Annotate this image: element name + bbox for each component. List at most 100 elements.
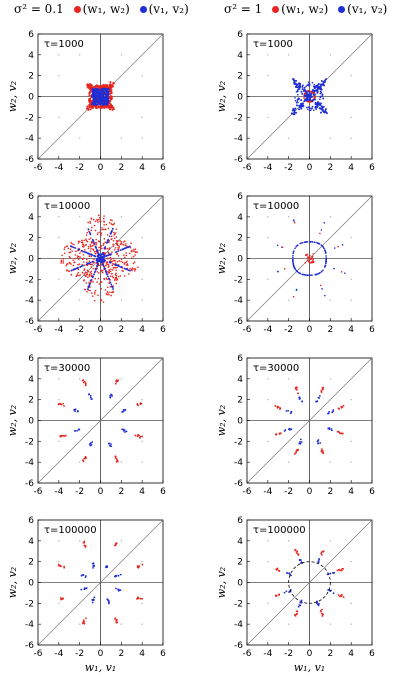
y-tick-label: 4 [237,213,243,223]
v-point [105,103,108,106]
w-point [98,246,100,249]
v-point [301,273,303,276]
y-tick-label: -4 [25,620,34,630]
x-tick-label: 6 [160,163,166,173]
y-tick-label: -4 [234,458,243,468]
arm-point [277,270,279,273]
w-point [83,239,86,242]
v-point [119,589,122,592]
w-point [87,270,90,273]
y-axis-label: w₂, v₂ [215,567,228,598]
v-point [303,86,306,89]
w-point [139,597,142,600]
v-point [111,230,113,232]
v-point [96,90,99,94]
w-point [296,550,299,553]
y-tick-label: 4 [237,537,243,547]
v-point [102,260,105,263]
reference-point [287,461,290,463]
reference-point [141,137,143,139]
w-point [137,597,140,600]
w-point [60,403,63,406]
v-point [105,88,108,91]
w-point [124,240,126,242]
x-tick-label: -4 [263,163,272,173]
v-point [325,258,327,261]
y-tick-label: 4 [28,375,34,385]
v-point [322,83,325,86]
w-point [109,291,111,294]
w-point [100,232,103,234]
reference-point [58,540,60,542]
w-point [100,244,103,247]
x-tick-label: -4 [54,487,63,497]
w-point [111,264,114,267]
w-point [59,597,62,599]
w-point [79,256,81,258]
w-point [101,271,104,274]
reference-point [350,398,352,401]
v-point [307,95,310,98]
v-point [285,590,288,593]
x-tick-label: 0 [98,325,104,335]
x-tick-label: 0 [307,325,313,335]
w-point [87,221,89,224]
w-point [83,264,86,266]
x-tick-label: -6 [243,487,252,497]
w-point [102,217,105,220]
v-point [115,251,117,253]
v-point [114,263,116,266]
w-point [63,248,66,251]
w-point [115,228,118,230]
w-point [110,268,112,271]
w-point [79,252,81,254]
v-point [297,88,300,91]
w-point [115,282,118,285]
w-point [90,245,92,247]
y-tick-label: -6 [25,479,34,489]
v-point [301,92,304,95]
w-point [112,290,114,293]
w-point [85,234,88,236]
w-point [64,246,66,249]
w-point [132,262,135,265]
v-point [319,442,322,444]
w-point [89,250,92,252]
w-point [109,95,113,98]
w-point [110,294,113,297]
v-point [316,601,319,604]
w-point [75,275,78,278]
v-point [100,255,103,258]
reference-point [350,602,352,605]
v-point [304,241,307,243]
x-tick-label: 2 [118,649,124,659]
x-tick-label: -6 [243,325,252,335]
w-point [116,278,119,281]
v-point [104,246,106,249]
w-point [106,261,108,263]
w-point [114,262,117,265]
v-point [321,245,324,247]
w-point [134,248,137,251]
reference-point [141,560,143,563]
v-point [117,574,120,577]
w-point [92,268,94,270]
arm-point [337,245,339,248]
v-point [111,228,114,230]
w-point [338,432,341,435]
w-point [102,242,105,245]
y-tick-label: -2 [25,113,34,123]
reference-point [350,236,352,239]
panel-7: -6-6 -4 -4 -2 -2 0 0 2 2 4 4 6 6 w₂, v₂ w₁, v₁ τ=100000 [6,516,166,674]
w-point [106,247,109,250]
y-tick-label: -4 [25,458,34,468]
reference-point [350,299,352,301]
x-tick-label: 6 [369,649,375,659]
w-point [86,231,88,234]
w-point [93,250,96,253]
w-point [112,245,115,248]
w-point [275,568,278,571]
w-point [123,262,126,264]
v-point [89,394,92,397]
w-point [306,257,309,259]
